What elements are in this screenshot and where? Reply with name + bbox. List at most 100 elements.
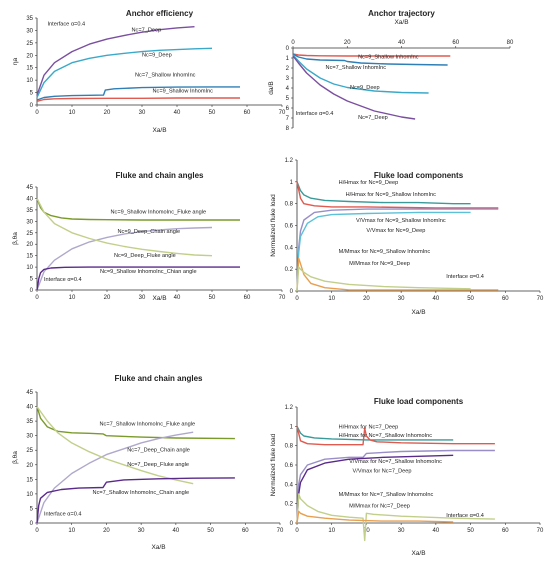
y-tick-label: 20 [26, 242, 33, 248]
y-tick-label: 0.6 [285, 224, 294, 230]
series-line-4 [36, 97, 240, 102]
y-tick-label: 25 [26, 448, 33, 454]
annotation-label: Interface α=0.4 [48, 21, 86, 27]
series-line-1 [296, 425, 454, 441]
y-tick-label: 40 [26, 196, 33, 202]
x-tick-label: 20 [363, 528, 370, 534]
x-tick-label: 40 [174, 295, 181, 301]
series-line-1 [36, 406, 235, 440]
annotation-label: Nc=7_Shallow InhomoInc_Chain angle [93, 490, 190, 496]
y-tick-label: 8 [286, 126, 290, 132]
annotation-label: Nc=7_Shallow InhomoInc_Fluke angle [99, 421, 195, 427]
annotation-label: M/Mmax for Nc=9_Shallow InhomInc [339, 249, 431, 255]
x-tick-label: 0 [295, 296, 299, 302]
x-tick-label: 50 [467, 528, 474, 534]
y-tick-label: 0.4 [285, 245, 294, 251]
x-tick-label: 70 [537, 296, 544, 302]
annotation-label: V/Vmax for Nc=9_Deep [366, 228, 425, 234]
x-axis-label: Xa/B [152, 127, 166, 134]
x-tick-label: 40 [174, 110, 181, 116]
annotation-label: Nc=9_Deep_Fluke angle [114, 253, 176, 259]
series-line-2 [292, 53, 448, 66]
chart-title: Anchor trajectory [368, 9, 435, 18]
annotation-label: V/Vmax for Nc=7_Shallow InhomoInc [349, 459, 442, 465]
annotation-label: M/Mmax for Nc=7_Deep [349, 504, 410, 510]
y-tick-label: 5 [30, 277, 34, 283]
y-tick-label: 0 [290, 521, 294, 527]
x-tick-label: 60 [242, 528, 249, 534]
y-tick-label: 10 [26, 78, 33, 84]
y-axis-label: da/B [268, 81, 275, 94]
y-tick-label: 0.2 [285, 267, 294, 273]
x-tick-label: 70 [279, 110, 286, 116]
x-tick-label: 30 [398, 528, 405, 534]
annotation-label: Interface α=0.4 [44, 277, 82, 283]
series-line-2 [36, 431, 194, 524]
y-tick-label: 5 [30, 91, 34, 97]
y-tick-label: 7 [286, 116, 290, 122]
annotation-label: V/Vmax for Nc=7_Deep [353, 469, 412, 475]
annotation-label: Nc=9_Deep_Chain angle [118, 229, 181, 235]
chart-panel-3: Fluke and chain angles 0 10 20 30 40 50 60 70 0 5 1… [12, 171, 286, 302]
x-tick-label: 10 [68, 528, 75, 534]
y-tick-label: 35 [26, 208, 33, 214]
x-tick-label: 30 [398, 296, 405, 302]
x-tick-label: 20 [104, 295, 111, 301]
annotation-label: Nc=9_Deep [142, 53, 172, 59]
y-tick-label: 0.2 [285, 502, 294, 508]
annotation-label: Interface α=0.4 [446, 274, 484, 280]
y-tick-label: 4 [286, 86, 290, 92]
y-tick-label: 0.4 [285, 482, 294, 488]
annotation-label: Interface α=0.4 [296, 111, 334, 117]
x-tick-label: 20 [363, 296, 370, 302]
y-axis-label: β,θa [12, 232, 19, 245]
chart-title: Fluke and chain angles [114, 374, 203, 383]
series-line-3 [36, 86, 240, 101]
y-tick-label: 0 [30, 288, 34, 294]
x-tick-label: 30 [138, 528, 145, 534]
series-line-6 [296, 510, 454, 524]
x-tick-label: 50 [207, 528, 214, 534]
x-tick-label: 0 [295, 528, 299, 534]
annotation-label: Nc=7_Deep [132, 28, 162, 34]
annotation-label: Nc=9_Shallow InhomInc [153, 89, 214, 95]
annotation-label: Nc=9_Shallow InhomoInc_Chian angle [100, 269, 197, 275]
chart-title: Fluke load components [374, 171, 464, 180]
annotation-label: H/Hmax for Nc=7_Shallow InhomoInc [339, 433, 433, 439]
annotation-label: Interface α=0.4 [44, 512, 82, 518]
y-tick-label: 0 [286, 46, 290, 52]
x-axis-label: Xa/B [394, 19, 408, 26]
y-tick-label: 0 [30, 103, 34, 109]
x-tick-label: 40 [433, 528, 440, 534]
series-line-1 [292, 53, 451, 57]
y-tick-label: 1 [290, 180, 294, 186]
y-tick-label: 6 [286, 106, 290, 112]
y-tick-label: 1 [286, 56, 290, 62]
x-tick-label: 70 [277, 528, 284, 534]
series-line-3 [36, 406, 194, 485]
x-tick-label: 0 [35, 295, 39, 301]
series-line-1 [36, 26, 195, 96]
y-tick-label: 0.8 [285, 202, 294, 208]
chart-panel-5: Fluke and chain angles 0 10 20 30 40 50 60 70 0 5 1… [12, 374, 284, 551]
y-tick-label: 5 [30, 506, 34, 512]
y-tick-label: 10 [26, 265, 33, 271]
x-tick-label: 50 [209, 295, 216, 301]
series-line-5 [296, 493, 495, 542]
y-tick-label: 3 [286, 76, 290, 82]
x-tick-label: 10 [69, 110, 76, 116]
series-line-4 [296, 211, 471, 292]
series-line-3 [296, 449, 495, 524]
y-axis-label: ηa [12, 58, 19, 66]
annotation-label: Nc=9_Shallow InhomoInc_Fluke angle [111, 209, 207, 215]
x-tick-label: 10 [69, 295, 76, 301]
y-tick-label: 5 [286, 96, 290, 102]
series-line-4 [296, 454, 454, 524]
x-tick-label: 60 [244, 295, 251, 301]
annotation-label: Nc=9_Shallow InhomInc [358, 55, 419, 61]
y-tick-label: 30 [26, 28, 33, 34]
x-tick-label: 60 [244, 110, 251, 116]
x-axis-label: Xa/B [152, 295, 166, 302]
chart-panel-4: Fluke load components 0 10 20 30 40 50 60 70 0 0.2… [270, 158, 544, 316]
